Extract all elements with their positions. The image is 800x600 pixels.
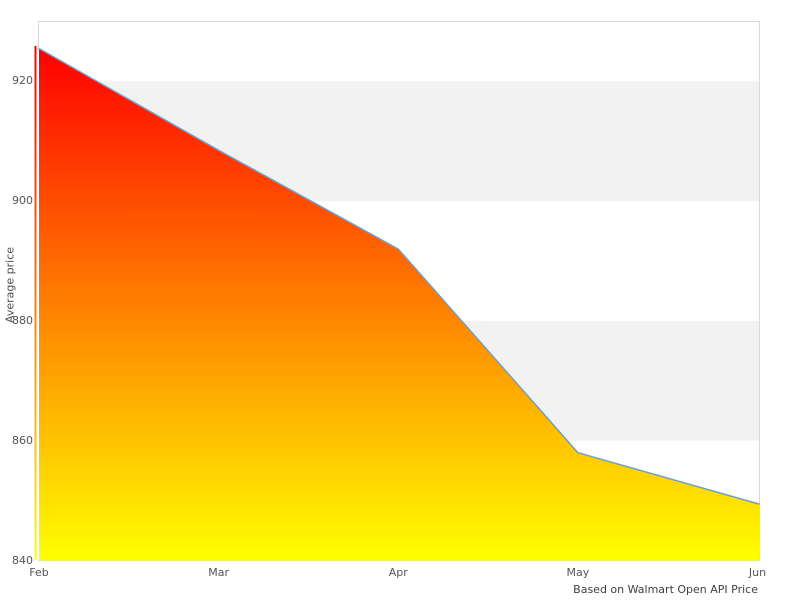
x-tick-label: Mar (208, 566, 229, 579)
x-tick-label: Feb (29, 566, 49, 579)
y-axis-title: Average price (3, 246, 17, 324)
left-edge-gap (36, 50, 39, 560)
credits-caption: Based on Walmart Open API Price (573, 583, 758, 596)
series-line (38, 47, 760, 505)
x-tick-label: May (566, 566, 590, 579)
y-tick-label: 880 (12, 313, 33, 327)
y-tick-label: 840 (12, 553, 33, 567)
left-edge-artifact (34, 45, 37, 560)
y-tick-label: 860 (12, 433, 33, 447)
x-tick-label: Jun (748, 566, 767, 579)
x-tick-label: Apr (388, 566, 408, 579)
series-area (39, 48, 760, 561)
y-tick-label: 920 (12, 74, 33, 88)
y-tick-label: 900 (12, 194, 33, 208)
